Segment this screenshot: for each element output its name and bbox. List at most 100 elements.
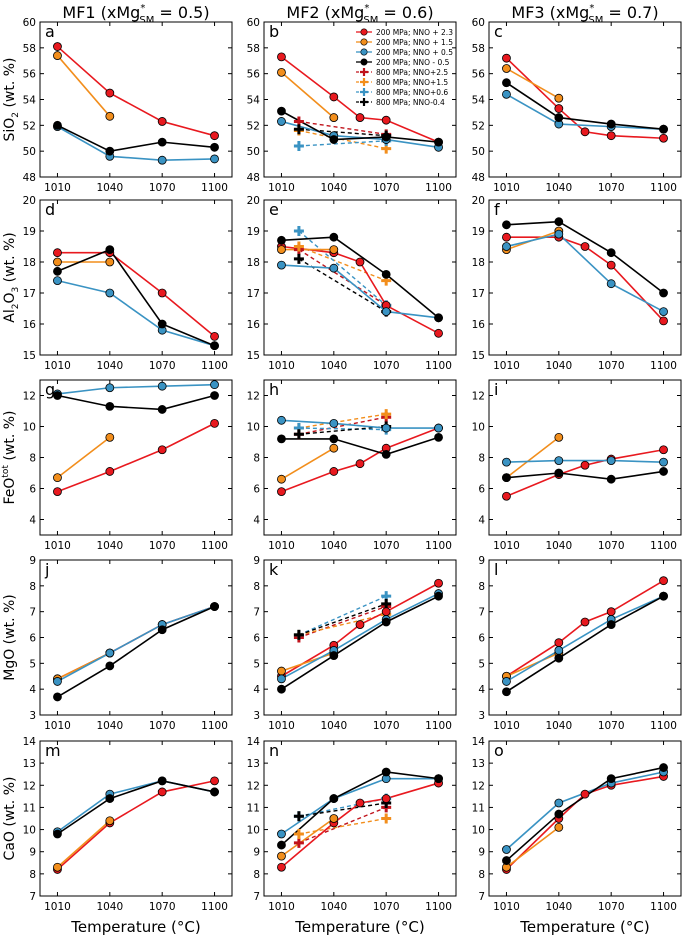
data-point bbox=[157, 288, 167, 298]
legend-label: 200 MPa; NNO + 0.5 bbox=[376, 48, 453, 57]
x-tick-label: 1070 bbox=[149, 360, 176, 372]
x-tick-label: 1100 bbox=[650, 540, 677, 552]
y-axis-label-row-1: SiO2 (wt. %) bbox=[2, 57, 21, 141]
y-tick-label: 5 bbox=[29, 658, 36, 670]
y-tick-label: 12 bbox=[23, 780, 36, 792]
column-title-2: MF2 (xMg* SM = 0.6) bbox=[286, 3, 433, 26]
panel-label: a bbox=[45, 22, 55, 41]
x-tick-label: 1100 bbox=[201, 540, 228, 552]
x-tick-label: 1010 bbox=[493, 182, 520, 194]
data-point bbox=[606, 260, 616, 270]
data-point bbox=[277, 415, 286, 425]
y-tick-label: 7 bbox=[253, 607, 260, 619]
x-tick-label: 1040 bbox=[545, 720, 572, 732]
y-tick-label: 18 bbox=[472, 257, 485, 269]
data-point bbox=[502, 232, 511, 242]
series-line bbox=[506, 595, 664, 693]
series-line bbox=[56, 55, 111, 117]
x-tick-label: 1070 bbox=[598, 360, 625, 372]
panel-frame bbox=[488, 379, 682, 536]
y-tick-label: 9 bbox=[478, 847, 485, 859]
x-tick-label: 1010 bbox=[493, 720, 520, 732]
series-line bbox=[57, 279, 215, 347]
data-point bbox=[554, 456, 564, 466]
series-line bbox=[298, 230, 387, 306]
data-point bbox=[580, 127, 590, 137]
data-point bbox=[502, 677, 511, 686]
series-line bbox=[281, 110, 439, 143]
x-tick-label: 1040 bbox=[545, 540, 572, 552]
data-point bbox=[355, 257, 365, 267]
y-tick-label: 7 bbox=[478, 891, 485, 903]
data-point bbox=[502, 856, 511, 865]
y-tick-label: 60 bbox=[472, 17, 485, 29]
x-tick-label: 1010 bbox=[44, 182, 71, 194]
y-tick-label: 52 bbox=[247, 120, 260, 132]
y-tick-label: 48 bbox=[247, 172, 260, 184]
panel-frame bbox=[488, 559, 682, 716]
panel-frame bbox=[488, 21, 682, 178]
panel-d: 15 16 17 18 19 20 1010 1040 1070 1100 d bbox=[23, 195, 233, 372]
x-tick-label: 1010 bbox=[268, 720, 295, 732]
series-line bbox=[280, 771, 439, 846]
data-point bbox=[329, 113, 339, 122]
legend-entry: 200 MPa; NNO + 0.5 bbox=[356, 48, 453, 57]
data-point bbox=[53, 276, 62, 286]
x-tick-label: 1010 bbox=[268, 901, 295, 913]
panel-i: 4 6 8 10 12 1010 1040 1070 1100 i bbox=[472, 379, 682, 552]
y-tick-label: 54 bbox=[472, 95, 486, 107]
data-point bbox=[329, 135, 339, 144]
data-point bbox=[329, 245, 339, 255]
data-point bbox=[277, 52, 286, 62]
y-tick-label: 4 bbox=[253, 515, 260, 527]
y-tick-label: 13 bbox=[247, 758, 260, 770]
series-line bbox=[281, 447, 335, 480]
y-tick-label: 17 bbox=[247, 288, 260, 300]
y-tick-label: 10 bbox=[23, 825, 36, 837]
y-tick-label: 19 bbox=[247, 226, 260, 238]
data-point bbox=[554, 217, 564, 227]
y-tick-label: 12 bbox=[472, 780, 485, 792]
legend-entry: 200 MPa; NNO + 2.3 bbox=[356, 28, 453, 37]
data-point bbox=[580, 789, 590, 799]
x-tick-label: 1040 bbox=[545, 182, 572, 194]
panel-k: 3 4 5 6 7 8 9 1010 1040 1070 1100 k bbox=[253, 555, 457, 732]
data-point bbox=[210, 602, 219, 611]
legend-label: 800 MPa; NNO+2.5 bbox=[376, 68, 448, 77]
y-tick-label: 17 bbox=[23, 288, 36, 300]
data-point bbox=[157, 381, 167, 391]
data-point bbox=[105, 383, 115, 393]
y-tick-label: 58 bbox=[23, 43, 36, 55]
data-point bbox=[381, 598, 392, 609]
data-point bbox=[105, 467, 115, 476]
series-line bbox=[506, 220, 665, 294]
y-tick-label: 54 bbox=[247, 95, 261, 107]
series-line bbox=[298, 595, 387, 636]
y-axis-label-text: Al bbox=[2, 309, 18, 322]
data-point bbox=[554, 229, 564, 239]
data-point bbox=[606, 279, 616, 289]
y-tick-label: 16 bbox=[472, 319, 486, 331]
data-point bbox=[659, 591, 668, 601]
data-point bbox=[502, 473, 511, 483]
data-point bbox=[277, 840, 286, 850]
data-point bbox=[381, 115, 391, 125]
data-point bbox=[277, 487, 286, 497]
x-tick-label: 1070 bbox=[373, 182, 400, 194]
panel-frame bbox=[39, 199, 233, 356]
series-line bbox=[298, 817, 387, 835]
panel-label: o bbox=[494, 741, 504, 760]
panel-frame bbox=[39, 559, 233, 716]
series-line bbox=[298, 249, 387, 306]
series-line bbox=[298, 416, 387, 435]
y-tick-label: 16 bbox=[23, 319, 37, 331]
panel-frame bbox=[263, 559, 457, 716]
y-tick-label: 5 bbox=[253, 658, 260, 670]
x-tick-label: 1070 bbox=[373, 360, 400, 372]
data-point bbox=[502, 457, 511, 467]
data-point bbox=[329, 814, 339, 823]
data-point bbox=[606, 456, 616, 466]
data-point bbox=[105, 401, 115, 411]
panel-frame bbox=[263, 21, 457, 178]
y-tick-label: 6 bbox=[29, 484, 36, 496]
